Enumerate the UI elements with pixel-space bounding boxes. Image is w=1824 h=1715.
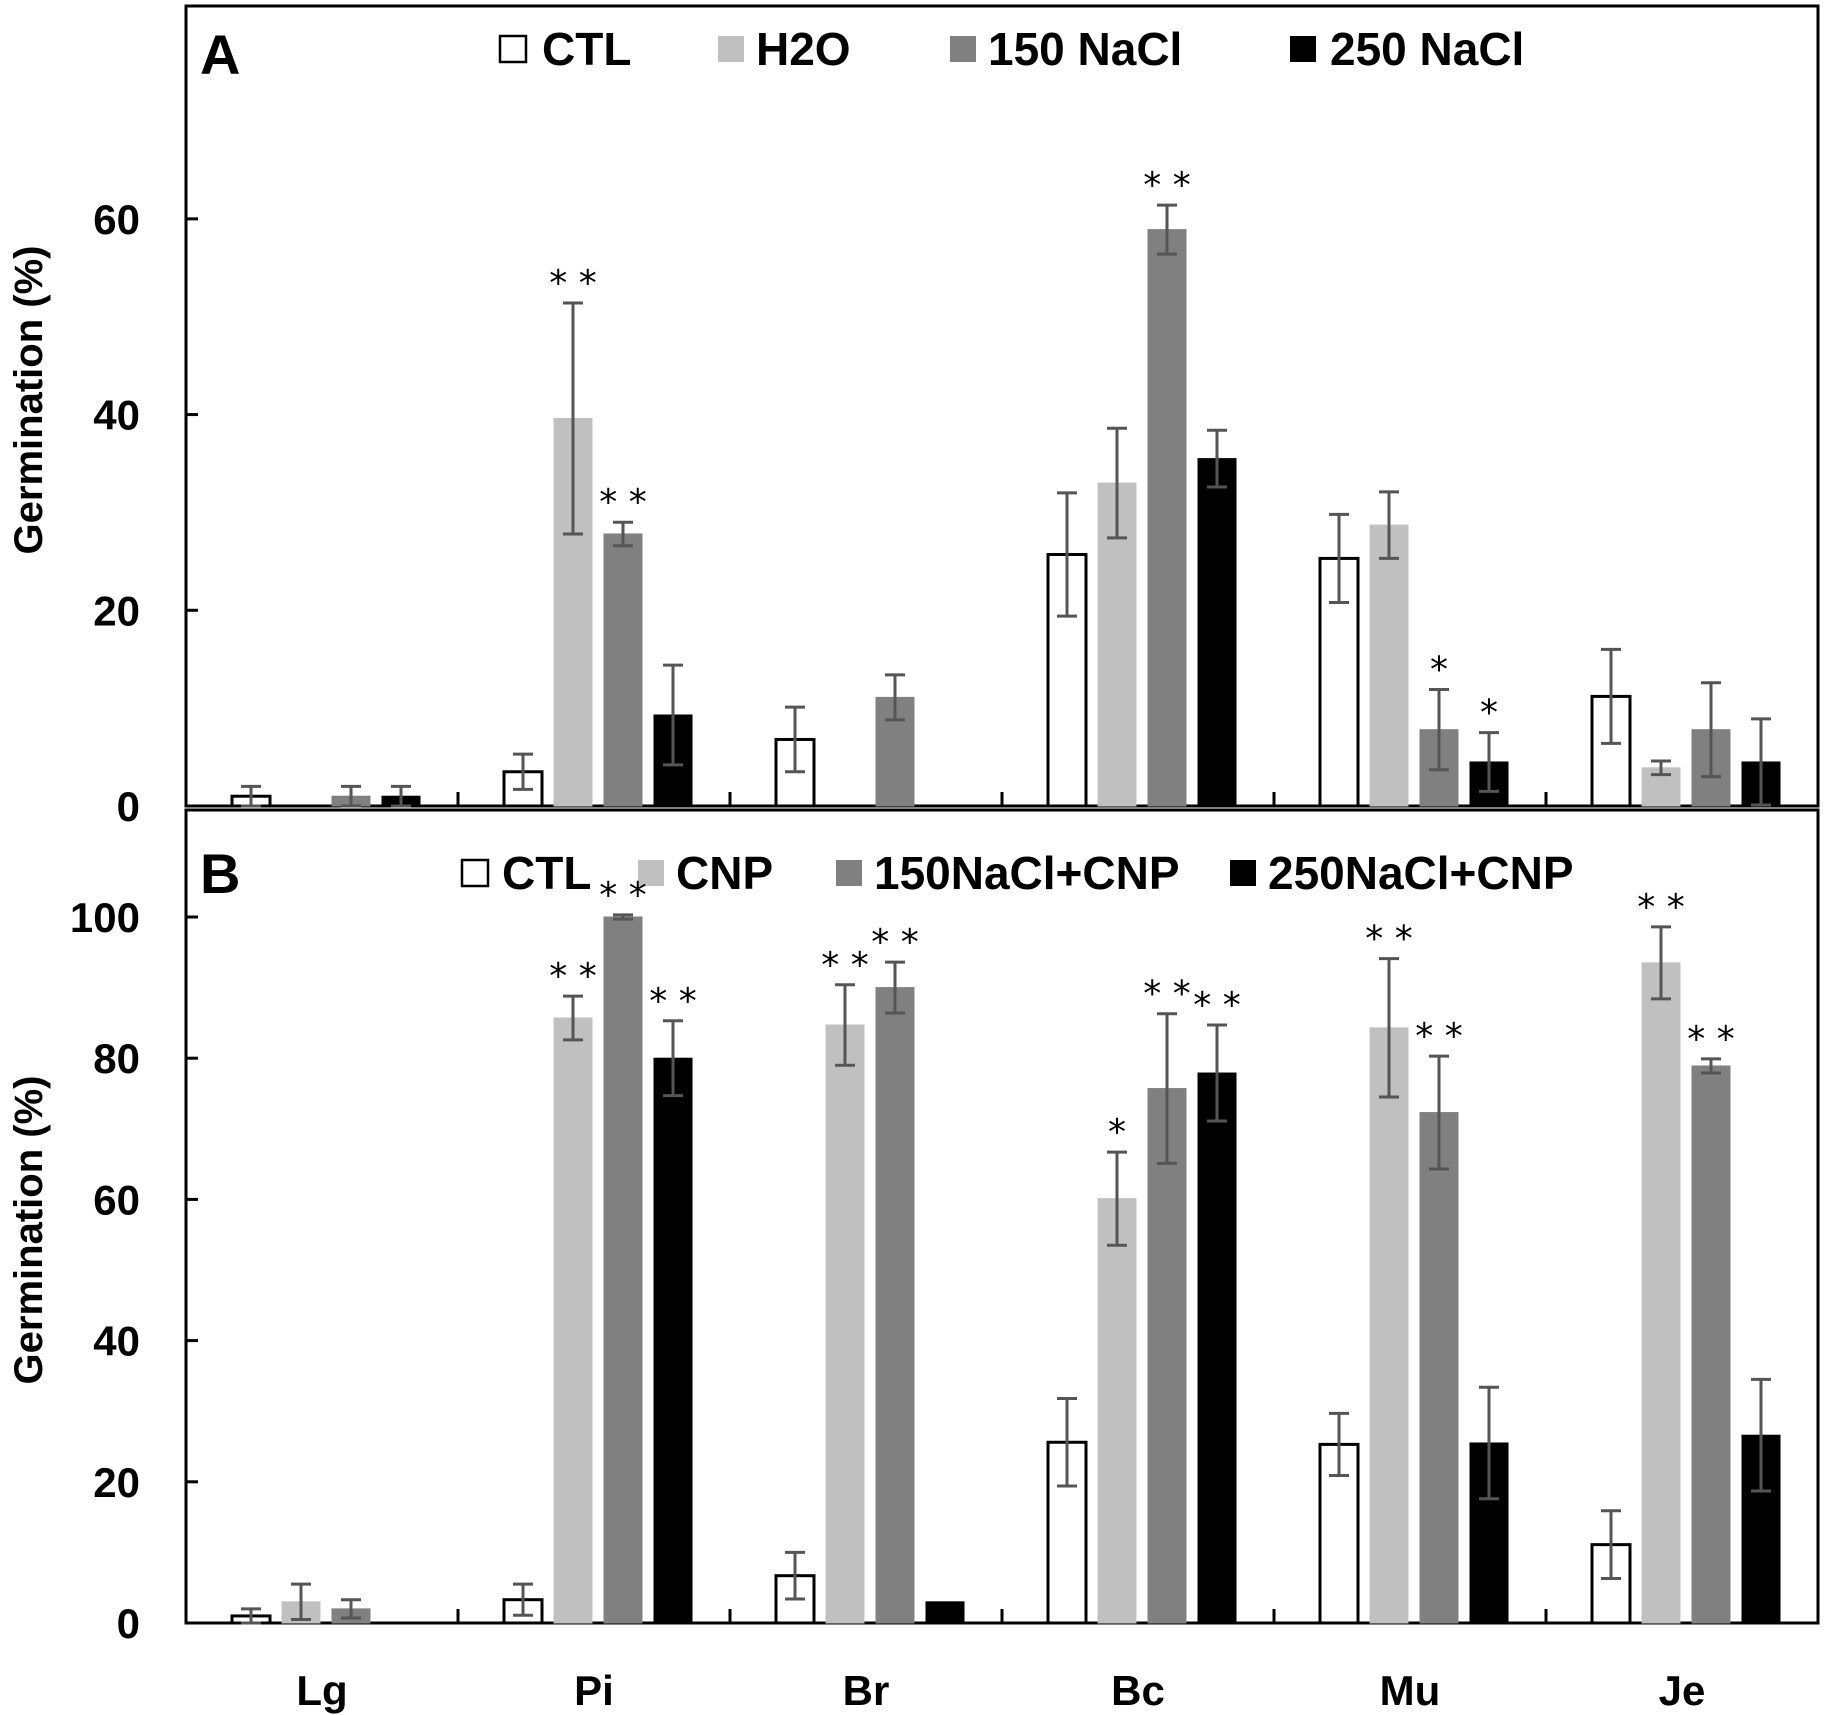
bar-b-br-250nacl-cnp [925, 1601, 965, 1624]
bar-b-je-cnp-significance: * * [1637, 887, 1684, 928]
legend-b-label-cnp: CNP [676, 847, 773, 899]
legend-a-swatch-ctl [498, 34, 528, 64]
panel-a-ylabel: Germination (%) [7, 246, 51, 555]
legend-b-label-ctl: CTL [502, 847, 591, 899]
legend-a-swatch-150nacl [950, 36, 976, 62]
bar-a-mu-250-nacl-significance: * [1480, 693, 1498, 734]
panel-b-ytick-label-80: 80 [93, 1035, 140, 1082]
bar-b-br-150nacl-cnp-significance: * * [871, 922, 918, 963]
bar-b-pi-150nacl-cnp-significance: * * [599, 875, 646, 916]
legend-b-label-150nacl-cnp: 150NaCl+CNP [874, 847, 1180, 899]
bar-b-bc-cnp-significance: * [1108, 1112, 1126, 1153]
panel-b-ytick-label-20: 20 [93, 1459, 140, 1506]
bar-a-pi-h2o-significance: * * [549, 263, 596, 304]
legend-a-label-ctl: CTL [542, 23, 631, 75]
category-label-pi: Pi [574, 1667, 614, 1714]
category-label-lg: Lg [296, 1667, 347, 1714]
bar-a-bc-150-nacl [1147, 229, 1187, 807]
bar-b-pi-250nacl-cnp [653, 1057, 693, 1624]
legend-a-swatch-h2o [718, 36, 744, 62]
legend-b: CTL CNP 150NaCl+CNP 250NaCl+CNP [460, 847, 1574, 899]
panel-a-frame [184, 4, 1820, 808]
legend-a-swatch-250nacl [1290, 36, 1316, 62]
legend-b-label-250nacl-cnp: 250NaCl+CNP [1268, 847, 1574, 899]
category-label-bc: Bc [1111, 1667, 1165, 1714]
bar-b-mu-150nacl-cnp [1419, 1112, 1459, 1624]
category-label-mu: Mu [1380, 1667, 1441, 1714]
panel-b-ytick-label-60: 60 [93, 1176, 140, 1223]
bar-b-pi-150nacl-cnp [603, 916, 643, 1624]
bar-b-mu-cnp [1369, 1027, 1409, 1624]
bar-b-pi-cnp [553, 1017, 593, 1624]
bar-b-pi-cnp-significance: * * [549, 956, 596, 997]
bar-b-bc-cnp [1097, 1198, 1137, 1624]
bar-b-bc-250nacl-cnp [1197, 1072, 1237, 1624]
panel-a-ytick-label-60: 60 [93, 196, 140, 243]
panel-a-ytick-label-40: 40 [93, 392, 140, 439]
bar-b-pi-250nacl-cnp-significance: * * [649, 981, 696, 1022]
bar-b-je-150nacl-cnp-significance: * * [1687, 1019, 1734, 1060]
bar-b-je-150nacl-cnp [1691, 1065, 1731, 1624]
panel-b-ylabel: Germination (%) [7, 1076, 51, 1385]
category-label-je: Je [1659, 1667, 1706, 1714]
category-label-br: Br [843, 1667, 890, 1714]
legend-b-swatch-250nacl-cnp [1230, 860, 1256, 886]
bar-b-bc-250nacl-cnp-significance: * * [1193, 985, 1240, 1026]
bar-a-mu-150-nacl-significance: * [1430, 650, 1448, 691]
bar-a-bc-250-nacl [1197, 458, 1237, 807]
panel-b-ytick-label-0: 0 [117, 1600, 140, 1647]
legend-a: CTL H2O 150 NaCl 250 NaCl [498, 23, 1524, 75]
bar-b-bc-150nacl-cnp-significance: * * [1143, 974, 1190, 1015]
bar-b-mu-150nacl-cnp-significance: * * [1415, 1016, 1462, 1057]
bar-a-pi-150-nacl-significance: * * [599, 482, 646, 523]
panel-a-letter: A [200, 23, 240, 86]
bar-a-pi-150-nacl [603, 533, 643, 807]
bar-a-bc-150-nacl-significance: * * [1143, 165, 1190, 206]
bar-b-bc-150nacl-cnp [1147, 1088, 1187, 1624]
legend-b-swatch-ctl [460, 858, 490, 888]
panel-b-ytick-label-100: 100 [70, 894, 140, 941]
legend-a-label-h2o: H2O [756, 23, 851, 75]
panel-a-ytick-label-20: 20 [93, 587, 140, 634]
legend-b-swatch-150nacl-cnp [836, 860, 862, 886]
bar-b-je-cnp [1641, 962, 1681, 1624]
legend-a-label-150nacl: 150 NaCl [988, 23, 1182, 75]
bar-b-mu-cnp-significance: * * [1365, 919, 1412, 960]
panel-b-ytick-label-40: 40 [93, 1318, 140, 1365]
bar-b-br-cnp [825, 1024, 865, 1624]
bar-b-br-150nacl-cnp [875, 987, 915, 1624]
panel-a-ytick-label-0: 0 [117, 783, 140, 830]
bar-b-br-cnp-significance: * * [821, 945, 868, 986]
legend-a-label-250nacl: 250 NaCl [1330, 23, 1524, 75]
panel-b-frame [184, 808, 1820, 1625]
bar-a-mu-h2o [1369, 524, 1409, 807]
legend-b-swatch-cnp [638, 860, 664, 886]
panel-b-letter: B [200, 842, 240, 905]
